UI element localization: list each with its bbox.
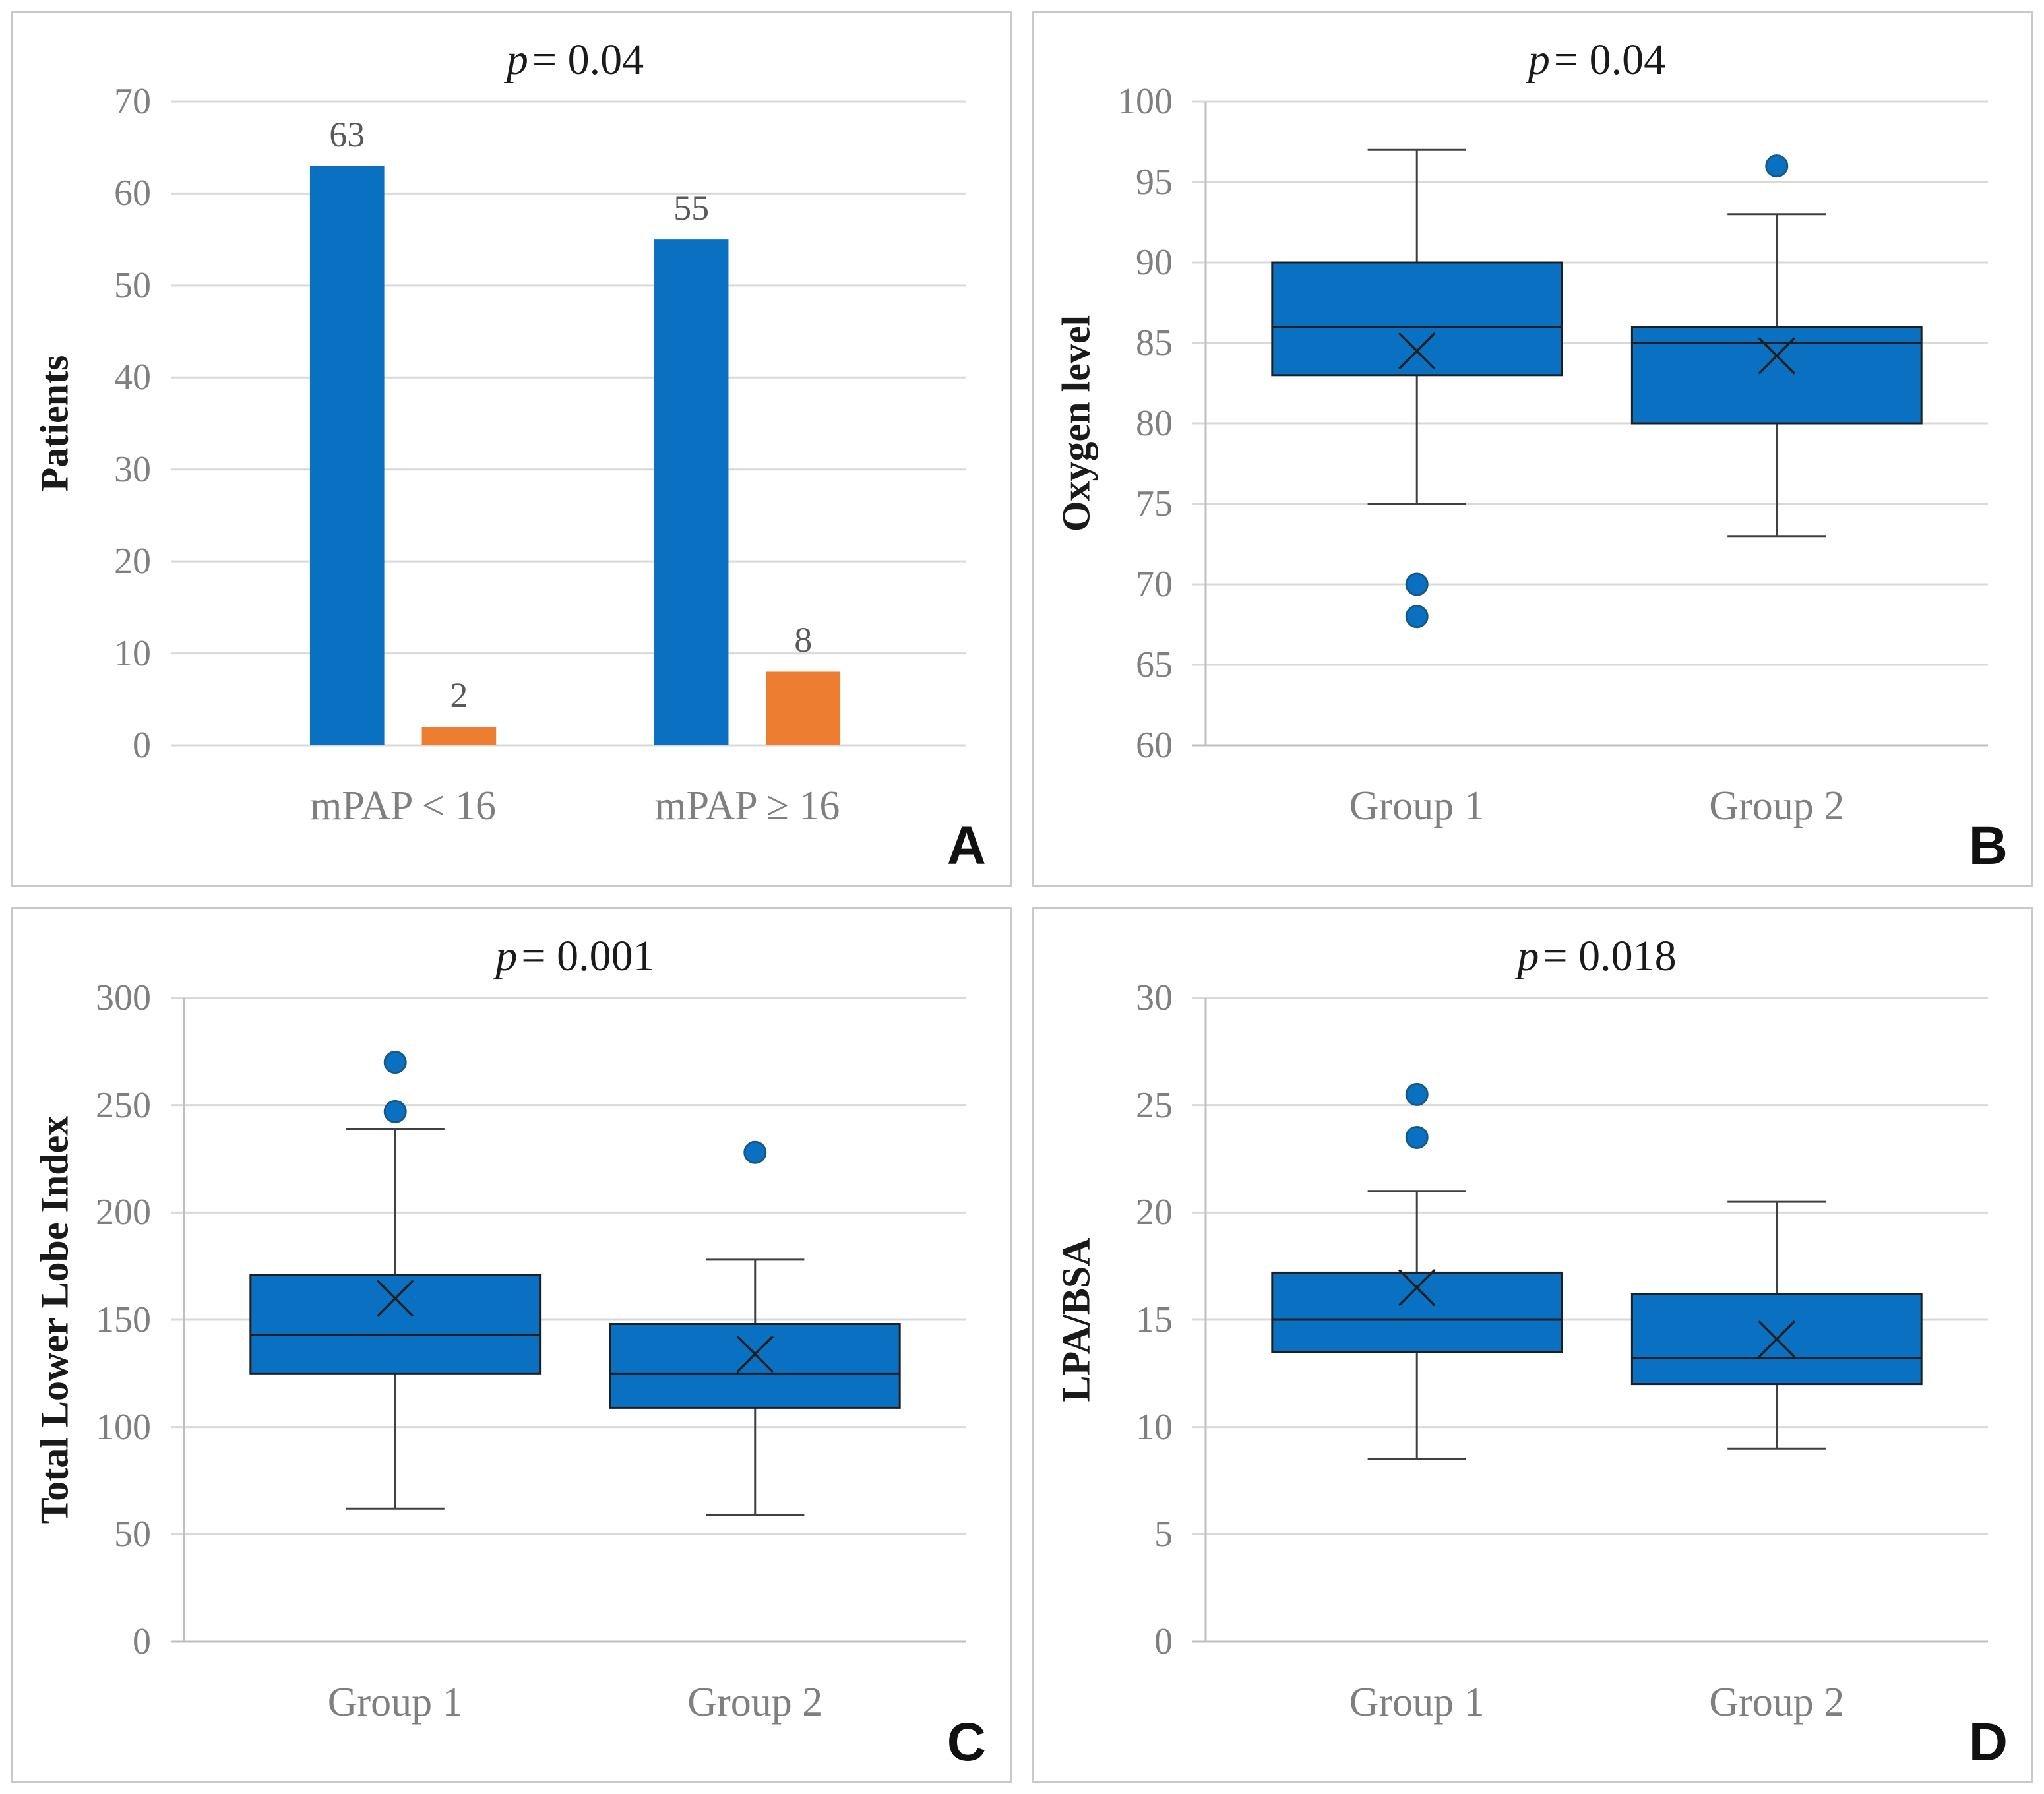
box-iqr (1630, 1293, 1923, 1386)
p-symbol: p (1517, 932, 1539, 980)
outlier-point (383, 1051, 407, 1074)
blue-series-bar (309, 166, 385, 746)
box-iqr (249, 1274, 542, 1375)
y-tick-label: 90 (1136, 242, 1173, 283)
category-label: Group 1 (327, 1680, 463, 1725)
outlier-point (1405, 1082, 1429, 1106)
y-tick-label: 200 (96, 1192, 151, 1233)
panel-letter: B (1968, 816, 2008, 876)
panel-c: p= 0.001 Total Lower Lobe Index Group 1 … (11, 907, 1012, 1783)
outlier-point (743, 1140, 767, 1164)
category-label: mPAP < 16 (310, 784, 497, 828)
bar-value-label: 8 (794, 620, 813, 660)
box-iqr (1271, 1271, 1563, 1353)
y-tick-label: 85 (1136, 323, 1173, 363)
y-tick-label: 50 (114, 264, 151, 306)
y-tick-label: 0 (1154, 1621, 1173, 1662)
bar-value-label: 63 (329, 114, 365, 154)
p-symbol: p (506, 36, 528, 84)
p-value-title: p= 0.018 (1206, 931, 1988, 981)
y-tick-label: 40 (114, 357, 151, 398)
y-tick-label: 10 (1136, 1406, 1173, 1448)
y-tick-label: 100 (1117, 81, 1173, 122)
outlier-point (1405, 1125, 1429, 1149)
y-tick-label: 5 (1154, 1514, 1173, 1555)
panel-letter: C (946, 1712, 986, 1772)
panel-a: p= 0.04 Patients mPAP < 16 mPAP ≥ 16 A 7… (11, 11, 1012, 887)
orange-series-bar (421, 727, 497, 745)
y-tick-label: 70 (114, 81, 151, 122)
y-tick-label: 30 (114, 448, 151, 490)
y-tick-label: 250 (96, 1084, 151, 1126)
box-plot-canvas (171, 997, 966, 1643)
y-tick-label: 95 (1136, 162, 1173, 202)
box-plot-canvas (1192, 997, 1988, 1643)
outlier-point (1405, 572, 1429, 596)
y-tick-label: 300 (96, 977, 151, 1018)
box-iqr (609, 1323, 901, 1409)
category-label: Group 2 (687, 1680, 823, 1725)
y-tick-label: 0 (133, 1621, 151, 1662)
orange-series-bar (766, 671, 841, 745)
mean-x-marker (376, 1280, 414, 1317)
outlier-point (1405, 605, 1429, 629)
mean-x-marker (736, 1335, 774, 1373)
p-value-title: p= 0.04 (1206, 35, 1988, 85)
category-label: Group 2 (1709, 784, 1845, 828)
plot-area (171, 100, 966, 747)
y-tick-label: 15 (1136, 1299, 1173, 1340)
y-tick-label: 80 (1136, 403, 1173, 444)
y-tick-label: 60 (1136, 725, 1173, 766)
category-label: Group 1 (1349, 1680, 1485, 1725)
y-tick-label: 150 (96, 1299, 151, 1340)
y-tick-label: 30 (1136, 977, 1173, 1018)
p-value: = 0.04 (532, 36, 644, 84)
p-value: = 0.04 (1553, 36, 1666, 84)
panel-letter: A (946, 816, 986, 876)
panel-letter: D (1968, 1712, 2008, 1772)
box-plot-canvas (1192, 100, 1988, 747)
y-tick-label: 60 (114, 173, 151, 214)
bar-chart-canvas (171, 100, 966, 747)
y-tick-label: 70 (1136, 564, 1173, 605)
y-tick-label: 10 (114, 633, 151, 674)
category-label: Group 1 (1349, 784, 1485, 828)
box-iqr (1271, 261, 1563, 377)
plot-area (171, 997, 966, 1643)
y-tick-label: 100 (96, 1406, 151, 1448)
y-tick-label: 65 (1136, 644, 1173, 685)
p-value: = 0.001 (521, 932, 655, 980)
blue-series-bar (654, 239, 729, 746)
bar-value-label: 55 (673, 188, 710, 228)
y-tick-label: 0 (133, 725, 151, 766)
p-symbol: p (1528, 36, 1550, 84)
category-label: Group 2 (1709, 1680, 1845, 1725)
outlier-point (1765, 154, 1789, 178)
mean-x-marker (1758, 1320, 1796, 1358)
panel-d: p= 0.018 LPA/BSA Group 1 Group 2 D 30 25 2… (1032, 907, 2033, 1783)
bar-value-label: 2 (450, 675, 468, 716)
box-iqr (1630, 326, 1923, 425)
category-label: mPAP ≥ 16 (654, 784, 840, 828)
y-tick-label: 50 (114, 1514, 151, 1555)
plot-area (1192, 100, 1988, 747)
plot-area (1192, 997, 1988, 1643)
mean-x-marker (1758, 337, 1796, 375)
mean-x-marker (1398, 332, 1436, 370)
y-tick-label: 20 (114, 541, 151, 582)
y-tick-label: 25 (1136, 1084, 1173, 1126)
p-symbol: p (495, 932, 518, 980)
y-tick-label: 20 (1136, 1192, 1173, 1233)
panel-b: p= 0.04 Oxygen level Group 1 Group 2 B 1… (1032, 11, 2033, 887)
p-value-title: p= 0.001 (184, 931, 966, 981)
p-value: = 0.018 (1543, 932, 1677, 980)
y-tick-label: 75 (1136, 483, 1173, 524)
outlier-point (383, 1099, 407, 1123)
mean-x-marker (1398, 1268, 1436, 1307)
p-value-title: p= 0.04 (184, 35, 966, 85)
